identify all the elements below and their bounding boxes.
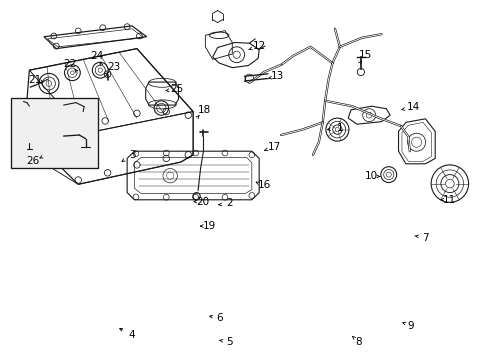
- Text: 3: 3: [128, 150, 135, 160]
- Text: 26: 26: [26, 156, 40, 166]
- Bar: [11, 98, 98, 168]
- Text: 10: 10: [365, 171, 377, 181]
- Text: 6: 6: [215, 312, 222, 323]
- Text: 25: 25: [170, 84, 183, 94]
- Text: 11: 11: [442, 195, 456, 205]
- Text: 17: 17: [267, 142, 281, 152]
- Text: 24: 24: [90, 51, 103, 61]
- Text: 8: 8: [354, 337, 361, 347]
- Text: 9: 9: [407, 321, 413, 331]
- Text: 14: 14: [406, 102, 419, 112]
- Text: 13: 13: [270, 71, 284, 81]
- Text: 12: 12: [252, 41, 265, 51]
- Text: 20: 20: [196, 197, 209, 207]
- Text: 1: 1: [336, 123, 343, 133]
- Text: 18: 18: [197, 105, 211, 115]
- Text: 21: 21: [28, 75, 42, 85]
- Text: 5: 5: [226, 337, 233, 347]
- Text: 16: 16: [257, 180, 270, 190]
- Text: 23: 23: [106, 62, 120, 72]
- Text: 19: 19: [202, 221, 216, 231]
- Text: 7: 7: [421, 233, 428, 243]
- Text: 2: 2: [226, 198, 233, 208]
- Text: 4: 4: [128, 330, 135, 340]
- Text: 15: 15: [358, 50, 372, 60]
- Text: 22: 22: [62, 59, 76, 69]
